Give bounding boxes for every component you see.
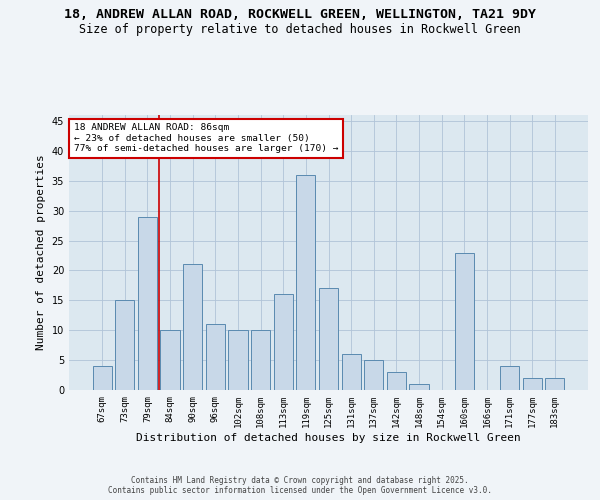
Bar	[160, 330, 180, 390]
Y-axis label: Number of detached properties: Number of detached properties	[36, 154, 46, 350]
Text: 18 ANDREW ALLAN ROAD: 86sqm
← 23% of detached houses are smaller (50)
77% of sem: 18 ANDREW ALLAN ROAD: 86sqm ← 23% of det…	[74, 123, 338, 153]
Bar	[206, 324, 225, 390]
Bar	[500, 366, 519, 390]
Text: 18, ANDREW ALLAN ROAD, ROCKWELL GREEN, WELLINGTON, TA21 9DY: 18, ANDREW ALLAN ROAD, ROCKWELL GREEN, W…	[64, 8, 536, 20]
Bar	[319, 288, 338, 390]
Bar	[341, 354, 361, 390]
Bar	[455, 252, 474, 390]
Bar	[115, 300, 134, 390]
Bar	[92, 366, 112, 390]
Bar	[364, 360, 383, 390]
Bar	[523, 378, 542, 390]
Bar	[229, 330, 248, 390]
Bar	[296, 175, 316, 390]
Bar	[138, 216, 157, 390]
Bar	[274, 294, 293, 390]
Bar	[183, 264, 202, 390]
Text: Contains HM Land Registry data © Crown copyright and database right 2025.
Contai: Contains HM Land Registry data © Crown c…	[108, 476, 492, 495]
Bar	[409, 384, 428, 390]
Bar	[251, 330, 270, 390]
Text: Size of property relative to detached houses in Rockwell Green: Size of property relative to detached ho…	[79, 22, 521, 36]
Bar	[387, 372, 406, 390]
X-axis label: Distribution of detached houses by size in Rockwell Green: Distribution of detached houses by size …	[136, 432, 521, 442]
Bar	[545, 378, 565, 390]
